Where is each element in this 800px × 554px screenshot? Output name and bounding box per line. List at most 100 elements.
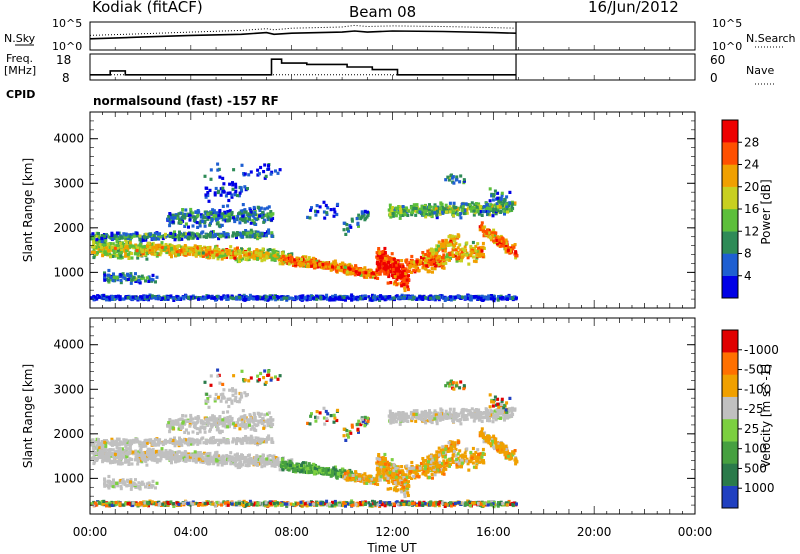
power-cell: [332, 214, 336, 218]
power-cell: [154, 248, 158, 252]
power-cell: [137, 297, 141, 301]
power-cell: [230, 212, 234, 216]
power-cell: [400, 271, 404, 275]
power-cell: [475, 205, 479, 209]
power-cell: [480, 224, 483, 228]
power-cell: [151, 234, 155, 238]
power-cell: [235, 296, 239, 300]
power-cell: [113, 244, 117, 248]
power-cell: [274, 298, 278, 302]
power-cell: [252, 295, 256, 299]
power-cell: [222, 218, 226, 222]
power-cell: [436, 262, 440, 266]
power-cell: [177, 250, 181, 254]
power-cell: [167, 215, 171, 219]
power-cell: [369, 275, 373, 279]
velocity-cell: [418, 503, 422, 507]
power-cell: [389, 206, 392, 210]
power-cell: [192, 233, 196, 237]
power-cell: [491, 214, 495, 218]
power-cell: [241, 235, 245, 239]
power-cell: [493, 189, 497, 193]
power-cell: [110, 231, 114, 235]
power-cell: [272, 296, 276, 300]
power-cell: [381, 250, 385, 254]
power-cell: [424, 207, 428, 211]
power-cell: [167, 217, 171, 222]
power-cell: [135, 249, 139, 253]
power-cell: [449, 237, 453, 241]
power-cell: [109, 255, 112, 259]
power-cell: [155, 247, 159, 251]
freq-panel: Freq. [MHz] 18 8 60 0 Nave: [4, 52, 775, 85]
power-cell: [287, 262, 291, 266]
power-cell: [131, 295, 135, 299]
power-cell: [175, 213, 179, 217]
power-cell: [378, 262, 381, 266]
power-cell: [269, 214, 273, 218]
power-cell: [493, 203, 497, 207]
velocity-cell: [496, 504, 500, 508]
power-cell: [269, 172, 273, 176]
power-cell: [227, 198, 231, 203]
power-cell: [392, 257, 396, 261]
power-cell: [395, 283, 399, 287]
power-cell: [369, 297, 373, 301]
power-cell: [424, 253, 428, 257]
power-cell: [204, 253, 208, 257]
power-cell: [295, 256, 299, 260]
power-cell: [265, 255, 269, 259]
power-cell: [173, 216, 177, 220]
power-cell: [434, 205, 438, 209]
power-cell: [282, 296, 286, 300]
power-cell: [424, 209, 427, 214]
power-cell: [408, 266, 412, 270]
power-cell: [487, 209, 491, 213]
power-cell: [399, 210, 403, 214]
power-cell: [103, 278, 107, 282]
power-cell: [350, 264, 353, 268]
power-cell: [396, 296, 400, 300]
power-cell: [106, 279, 110, 283]
power-cell: [194, 253, 198, 257]
power-cell: [228, 191, 232, 195]
power-cell: [222, 182, 226, 186]
power-cell: [116, 243, 120, 247]
power-cell: [211, 235, 215, 239]
power-cell: [278, 295, 282, 299]
power-cell: [454, 211, 457, 215]
power-cell: [514, 251, 518, 255]
power-cell: [384, 253, 388, 257]
power-cell: [206, 193, 210, 198]
power-cell: [488, 187, 492, 191]
power-cell: [338, 297, 342, 301]
power-cell: [276, 295, 280, 299]
velocity-cell: [100, 500, 104, 504]
power-cell: [401, 266, 405, 270]
power-cell: [167, 296, 171, 300]
power-cell: [91, 236, 95, 240]
power-cell: [168, 220, 172, 224]
power-cell: [458, 259, 462, 263]
power-cell: [403, 286, 407, 290]
power-cell: [217, 189, 220, 193]
power-cell: [471, 240, 475, 245]
power-cell: [201, 297, 204, 301]
power-cell: [429, 260, 433, 265]
power-cell: [338, 295, 341, 299]
power-cell: [445, 210, 448, 214]
power-cell: [224, 253, 228, 257]
power-cell: [173, 230, 176, 234]
power-cell: [127, 256, 131, 260]
power-cell: [147, 241, 150, 245]
power-cell: [229, 245, 233, 249]
power-cell: [177, 244, 181, 248]
power-cell: [465, 241, 469, 245]
power-cell: [171, 220, 175, 224]
power-cell: [490, 194, 494, 198]
power-cell: [137, 279, 141, 283]
power-cell: [438, 212, 442, 216]
power-cell: [100, 245, 103, 250]
power-cell: [481, 228, 485, 232]
